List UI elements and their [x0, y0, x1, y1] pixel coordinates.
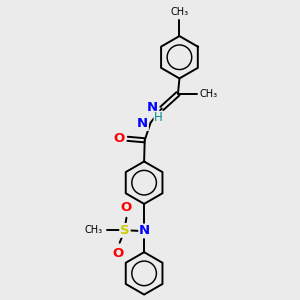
Text: S: S [120, 224, 130, 237]
Text: CH₃: CH₃ [200, 89, 217, 99]
Text: O: O [121, 201, 132, 214]
Text: N: N [147, 101, 158, 114]
Text: O: O [113, 248, 124, 260]
Text: O: O [113, 132, 125, 145]
Text: CH₃: CH₃ [170, 7, 188, 17]
Text: H: H [154, 111, 163, 124]
Text: N: N [139, 224, 150, 238]
Text: N: N [137, 117, 148, 130]
Text: CH₃: CH₃ [84, 225, 102, 236]
